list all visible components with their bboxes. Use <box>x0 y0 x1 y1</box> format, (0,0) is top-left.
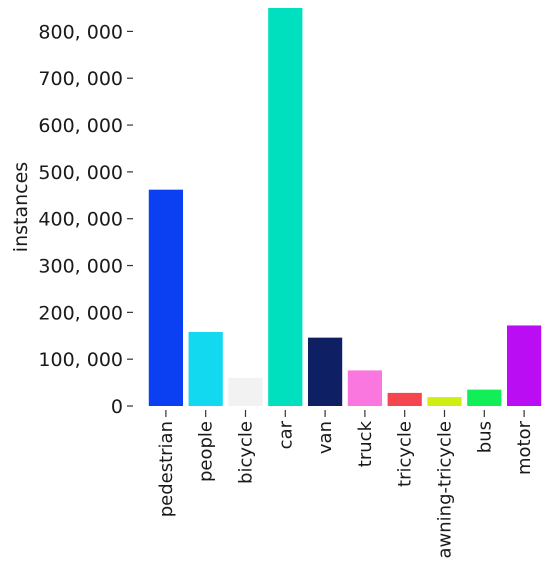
bar-motor <box>506 325 542 406</box>
y-tick-label: 100, 000 <box>38 349 123 371</box>
y-tick-label: 300, 000 <box>38 256 123 278</box>
y-tick-label: 400, 000 <box>38 209 123 231</box>
bars <box>148 8 542 406</box>
y-tick-label: 600, 000 <box>38 115 123 137</box>
y-axis: 0 100, 000 200, 000 300, 000 400, 000 500, 00… <box>38 21 133 418</box>
bar-pedestrian <box>148 189 184 406</box>
x-axis: pedestrian people bicycle car van truck tricyc… <box>156 410 535 558</box>
x-tick-label-awning-tricycle: awning-tricycle <box>435 421 456 558</box>
x-tick-label-bus: bus <box>474 421 495 453</box>
bar-truck <box>347 370 383 406</box>
y-tick-label: 700, 000 <box>38 68 123 90</box>
y-tick-label: 200, 000 <box>38 302 123 324</box>
x-tick-label-motor: motor <box>514 420 535 475</box>
bar-bus <box>467 389 502 406</box>
x-tick-label-pedestrian: pedestrian <box>156 421 177 517</box>
x-tick-label-truck: truck <box>355 420 376 467</box>
y-tick-label: 0 <box>111 396 123 418</box>
y-axis-title: instances <box>10 162 32 252</box>
x-tick-label-tricycle: tricycle <box>395 421 416 487</box>
x-tick-label-van: van <box>315 421 336 454</box>
bar-tricycle <box>387 392 422 406</box>
bar-van <box>307 337 343 406</box>
y-tick-label: 500, 000 <box>38 162 123 184</box>
y-tick-label: 800, 000 <box>38 21 123 43</box>
x-tick-label-bicycle: bicycle <box>236 421 257 484</box>
bar-awning-tricycle <box>427 397 462 406</box>
bar-bicycle <box>228 377 263 406</box>
x-tick-label-car: car <box>275 420 296 449</box>
bar-car <box>268 8 303 406</box>
bar-people <box>188 332 223 406</box>
x-tick-label-people: people <box>196 421 217 482</box>
